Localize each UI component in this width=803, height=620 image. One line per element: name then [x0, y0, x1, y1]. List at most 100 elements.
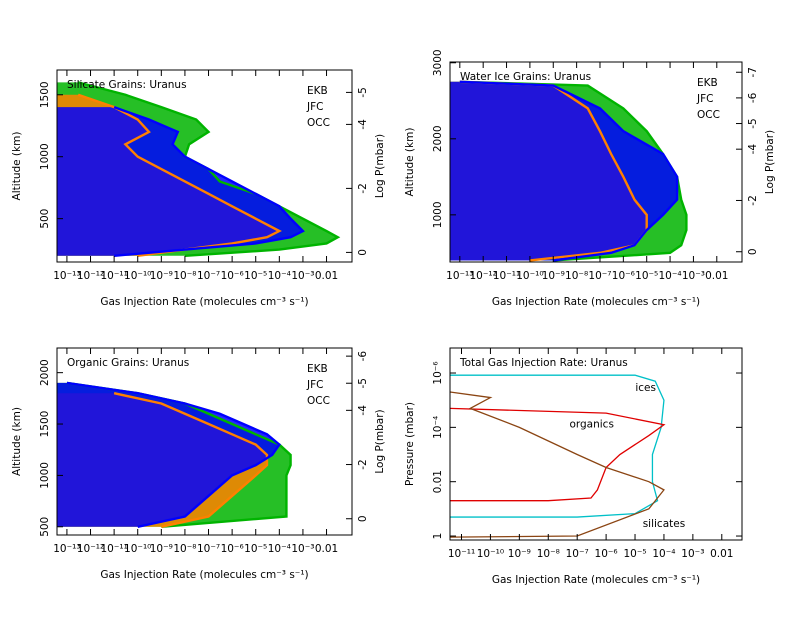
series-line [77, 93, 282, 257]
panel-title: Water Ice Grains: Uranus [460, 71, 591, 83]
legend-entry: JFC [306, 101, 323, 113]
x-tick-label: 10⁻⁸ [537, 548, 560, 560]
legend-entry: JFC [696, 93, 713, 105]
x-tick-label: 10⁻¹¹ [100, 270, 127, 282]
x-tick-label: 10⁻⁴ [659, 270, 682, 282]
y-tick-label: 0.01 [432, 470, 444, 493]
plot-frame [56, 69, 353, 263]
y2-tick-label: -4 [747, 144, 759, 155]
x-axis-label: Gas Injection Rate (molecules cm⁻³ s⁻¹) [492, 296, 700, 308]
y-axis-label: Altitude (km) [404, 128, 416, 197]
legend-entry: EKB [307, 363, 328, 375]
x-tick-label: 10⁻⁶ [221, 543, 244, 555]
x-tick-label: 10⁻⁵ [244, 270, 267, 282]
x-tick-label: 10⁻⁶ [221, 270, 244, 282]
y2-tick-label: -5 [357, 87, 369, 97]
panel-title: Total Gas Injection Rate: Uranus [459, 357, 628, 369]
y-tick-label: 1 [432, 533, 444, 540]
x-tick-label: 10⁻⁸ [173, 543, 196, 555]
y-tick-label: 1000 [39, 143, 51, 170]
y-axis-label: Altitude (km) [11, 132, 23, 201]
x-tick-label: 10⁻⁴ [268, 270, 291, 282]
y-tick-label: 3000 [432, 49, 444, 76]
x-tick-label: 10⁻⁷ [197, 543, 220, 555]
x-tick-label: 10⁻⁵ [635, 270, 658, 282]
y-tick-label: 10⁻⁶ [432, 361, 444, 384]
y2-axis-label: Log P(mbar) [374, 409, 386, 473]
curve-label: silicates [643, 518, 685, 530]
series-line [450, 374, 665, 518]
legend-entry: EKB [697, 77, 718, 89]
y-axis-label: Pressure (mbar) [404, 402, 416, 486]
y-tick-label: 500 [39, 209, 51, 229]
x-tick-label: 10⁻¹⁰ [477, 548, 504, 560]
plot-frame [56, 347, 353, 536]
x-tick-label: 10⁻¹² [77, 543, 104, 555]
x-tick-label: 10⁻¹³ [53, 543, 80, 555]
y2-tick-label: 0 [357, 249, 369, 256]
y2-tick-label: -4 [357, 405, 369, 416]
x-tick-label: 10⁻¹⁰ [124, 543, 151, 555]
y-tick-label: 500 [39, 517, 51, 537]
legend-entry: OCC [307, 117, 330, 129]
y2-tick-label: -6 [357, 351, 369, 362]
series-line [77, 81, 341, 258]
y-tick-label: 10⁻⁴ [432, 416, 444, 439]
x-axis-label: Gas Injection Rate (molecules cm⁻³ s⁻¹) [100, 569, 308, 581]
legend-entry: EKB [307, 85, 328, 97]
x-tick-label: 10⁻³ [682, 270, 705, 282]
x-tick-label: 10⁻⁴ [268, 543, 291, 555]
y-tick-label: 1000 [39, 462, 51, 489]
curve-label: ices [635, 382, 656, 394]
envelope [57, 107, 303, 256]
x-tick-label: 10⁻⁶ [612, 270, 635, 282]
y2-tick-label: -2 [747, 195, 759, 205]
y2-tick-label: 0 [747, 248, 759, 255]
x-tick-label: 10⁻¹³ [446, 270, 473, 282]
x-tick-label: 10⁻⁹ [508, 548, 531, 560]
y2-tick-label: -6 [747, 92, 759, 103]
x-tick-label: 10⁻¹⁰ [124, 270, 151, 282]
series-line [459, 80, 688, 262]
curve-label: organics [569, 419, 613, 431]
y-axis-label: Altitude (km) [11, 407, 23, 476]
plot-frame [449, 347, 743, 541]
legend-entry: OCC [307, 395, 330, 407]
x-tick-label: 10⁻⁷ [197, 270, 220, 282]
y-tick-label: 1500 [39, 81, 51, 108]
y-tick-label: 2000 [39, 359, 51, 386]
x-tick-label: 10⁻¹⁰ [516, 270, 543, 282]
x-tick-label: 10⁻³ [681, 548, 704, 560]
x-tick-label: 10⁻⁴ [652, 548, 675, 560]
legend-entry: JFC [306, 379, 323, 391]
x-tick-label: 10⁻³ [291, 270, 314, 282]
x-axis-label: Gas Injection Rate (molecules cm⁻³ s⁻¹) [492, 574, 700, 586]
y2-tick-label: -5 [357, 378, 369, 388]
y-tick-label: 1000 [432, 201, 444, 228]
x-tick-label: 0.01 [705, 270, 728, 282]
x-tick-label: 0.01 [315, 543, 338, 555]
y2-tick-label: -7 [747, 67, 759, 77]
y2-tick-label: -2 [357, 183, 369, 193]
y2-tick-label: 0 [357, 515, 369, 522]
x-tick-label: 10⁻⁸ [173, 270, 196, 282]
series-line [459, 80, 679, 262]
x-tick-label: 10⁻⁷ [588, 270, 611, 282]
panel-title: Organic Grains: Uranus [67, 357, 189, 369]
x-tick-label: 10⁻¹² [470, 270, 497, 282]
y2-tick-label: -2 [357, 459, 369, 469]
series-line [450, 407, 666, 502]
y2-tick-label: -5 [747, 118, 759, 128]
series-line [66, 381, 281, 528]
x-tick-label: 10⁻⁹ [542, 270, 565, 282]
x-tick-label: 10⁻⁹ [150, 270, 173, 282]
x-tick-label: 10⁻¹² [77, 270, 104, 282]
y2-tick-label: -4 [357, 119, 369, 130]
panel-title: Silicate Grains: Uranus [67, 79, 187, 91]
x-axis-label: Gas Injection Rate (molecules cm⁻³ s⁻¹) [100, 296, 308, 308]
x-tick-label: 10⁻⁸ [565, 270, 588, 282]
x-tick-label: 10⁻⁵ [244, 543, 267, 555]
y2-axis-label: Log P(mbar) [764, 130, 776, 194]
envelope [57, 382, 280, 527]
